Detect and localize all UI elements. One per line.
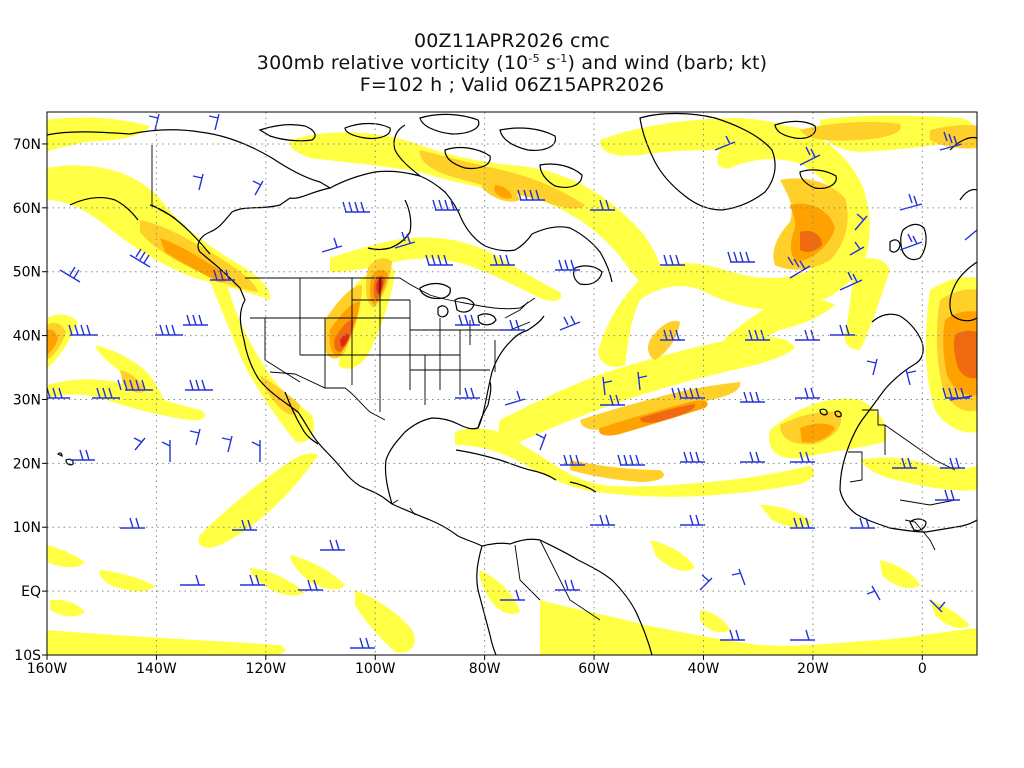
lat-tick-label: 40N — [13, 329, 41, 345]
lat-tick-label: 70N — [13, 137, 41, 153]
title-valid: F=102 h ; Valid 06Z15APR2026 — [359, 74, 665, 96]
title-field-exponent-1: -5 — [528, 52, 540, 65]
lat-tick-label: 20N — [13, 456, 41, 472]
title-field-prefix: 300mb relative vorticity (10 — [256, 52, 529, 74]
lat-tick-label: 30N — [13, 392, 41, 408]
title-block: 00Z11APR2026 cmc 300mb relative vorticit… — [0, 30, 1024, 96]
plot-frame — [46, 111, 978, 656]
title-field-suffix: ) and wind (barb; kt) — [567, 52, 768, 74]
title-run: 00Z11APR2026 cmc — [413, 30, 611, 52]
plot-area — [47, 112, 977, 655]
lon-tick-label: 80W — [469, 661, 501, 677]
lon-tick-label: 160W — [27, 661, 68, 677]
title-field: 300mb relative vorticity (10-5 s-1) and … — [0, 52, 1024, 74]
longitude-labels: 160W 140W 120W 100W 80W 60W 40W 20W 0 — [27, 661, 927, 677]
latitude-labels: 70N 60N 50N 40N 30N 20N 10N EQ 10S — [13, 137, 41, 664]
vorticity-level-4 — [334, 230, 977, 423]
lat-tick-label: 60N — [13, 201, 41, 217]
wind-barbs — [47, 113, 977, 649]
lat-tick-label: 50N — [13, 265, 41, 281]
lon-tick-label: 20W — [797, 661, 829, 677]
lon-tick-label: 100W — [355, 661, 396, 677]
lat-tick-label: EQ — [21, 584, 41, 600]
lon-tick-label: 0 — [918, 661, 927, 677]
lon-tick-label: 40W — [688, 661, 720, 677]
axis-ticks — [42, 143, 923, 660]
lat-tick-label: 10N — [13, 520, 41, 536]
title-field-exponent-2: -1 — [556, 52, 568, 65]
graticule — [47, 112, 977, 655]
title-field-unit: s — [539, 52, 557, 74]
lon-tick-label: 140W — [136, 661, 177, 677]
lat-tick-label: 10S — [14, 648, 41, 664]
lon-tick-label: 120W — [246, 661, 287, 677]
lon-tick-label: 60W — [578, 661, 610, 677]
coastlines — [47, 112, 977, 655]
